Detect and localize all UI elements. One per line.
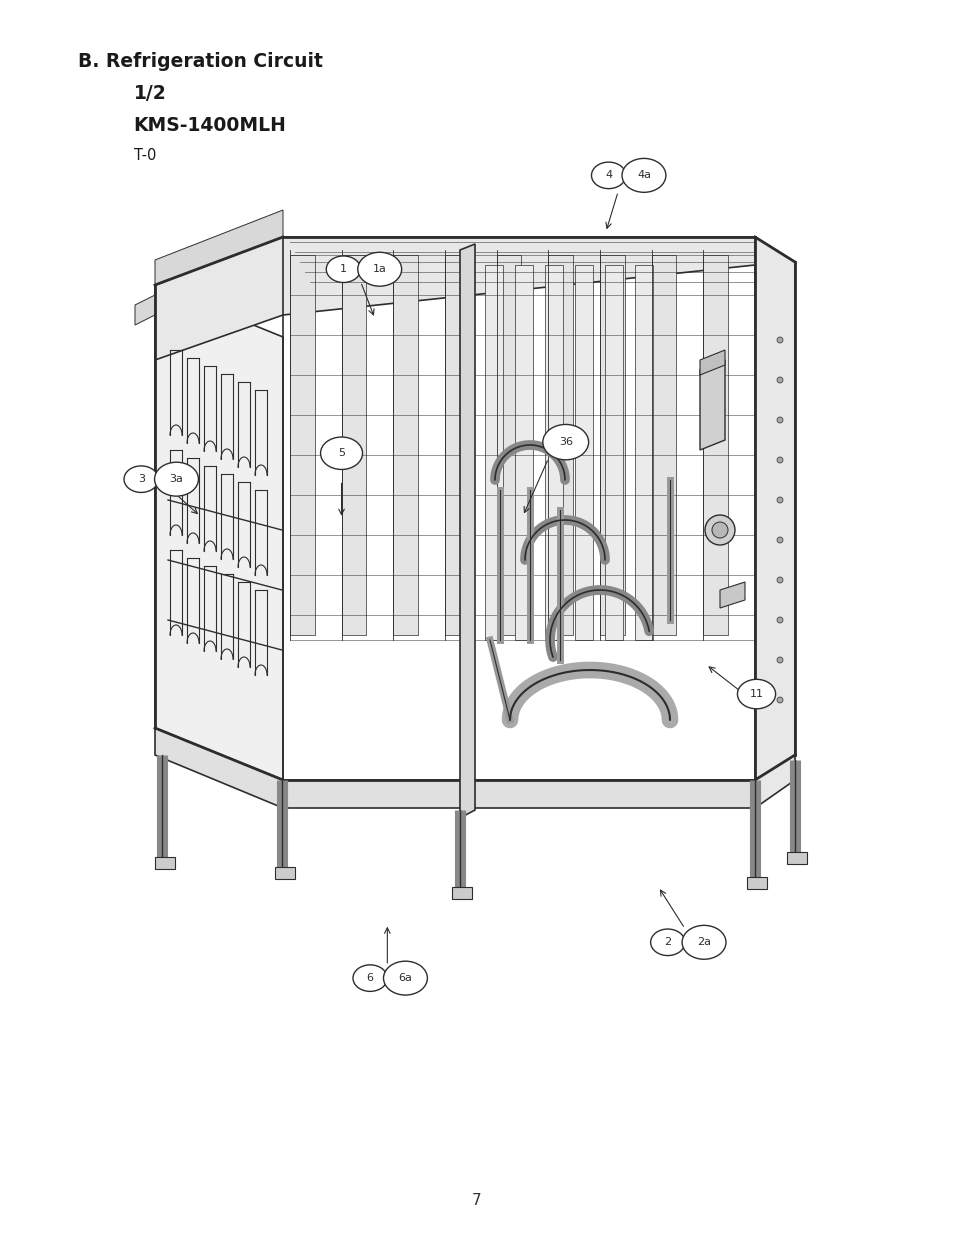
Polygon shape — [393, 254, 417, 635]
Ellipse shape — [326, 256, 360, 283]
Text: 4a: 4a — [637, 170, 650, 180]
Text: 4: 4 — [604, 170, 612, 180]
Text: 5: 5 — [337, 448, 345, 458]
Polygon shape — [290, 254, 314, 635]
Polygon shape — [154, 857, 174, 869]
Polygon shape — [702, 254, 727, 635]
Ellipse shape — [542, 425, 588, 459]
Circle shape — [776, 496, 782, 503]
Polygon shape — [444, 254, 469, 635]
Polygon shape — [341, 254, 366, 635]
Polygon shape — [459, 245, 475, 818]
Polygon shape — [720, 582, 744, 608]
Text: 2a: 2a — [697, 937, 710, 947]
Polygon shape — [599, 254, 624, 635]
Polygon shape — [635, 266, 652, 640]
Circle shape — [711, 522, 727, 538]
Text: 1a: 1a — [373, 264, 386, 274]
Ellipse shape — [357, 252, 401, 287]
Ellipse shape — [154, 462, 198, 496]
Polygon shape — [651, 254, 676, 635]
Text: B. Refrigeration Circuit: B. Refrigeration Circuit — [78, 52, 323, 70]
Polygon shape — [515, 266, 533, 640]
Polygon shape — [154, 237, 754, 359]
Ellipse shape — [591, 162, 625, 189]
Circle shape — [776, 618, 782, 622]
Ellipse shape — [650, 929, 684, 956]
Polygon shape — [786, 852, 806, 864]
Circle shape — [776, 537, 782, 543]
Ellipse shape — [383, 961, 427, 995]
Text: 36: 36 — [558, 437, 572, 447]
Text: 3: 3 — [137, 474, 145, 484]
Polygon shape — [154, 210, 283, 285]
Circle shape — [776, 577, 782, 583]
Text: 11: 11 — [749, 689, 762, 699]
Text: 1: 1 — [339, 264, 347, 274]
Polygon shape — [575, 266, 593, 640]
Circle shape — [776, 417, 782, 424]
Ellipse shape — [320, 437, 362, 469]
Text: 6: 6 — [366, 973, 374, 983]
Text: 3a: 3a — [170, 474, 183, 484]
Circle shape — [704, 515, 734, 545]
Polygon shape — [548, 254, 573, 635]
Circle shape — [776, 377, 782, 383]
Polygon shape — [497, 254, 521, 635]
Ellipse shape — [621, 158, 665, 193]
Text: KMS-1400MLH: KMS-1400MLH — [133, 116, 286, 135]
Circle shape — [776, 697, 782, 703]
Circle shape — [776, 337, 782, 343]
Polygon shape — [700, 359, 724, 450]
Text: T-0: T-0 — [133, 148, 155, 163]
Ellipse shape — [681, 925, 725, 960]
Ellipse shape — [737, 679, 775, 709]
Polygon shape — [154, 285, 283, 781]
Text: 2: 2 — [663, 937, 671, 947]
Polygon shape — [135, 295, 154, 325]
Polygon shape — [154, 727, 754, 808]
Polygon shape — [484, 266, 502, 640]
Circle shape — [776, 457, 782, 463]
Ellipse shape — [124, 466, 158, 493]
Polygon shape — [604, 266, 622, 640]
Text: 1/2: 1/2 — [133, 84, 166, 103]
Polygon shape — [746, 877, 766, 889]
Polygon shape — [274, 867, 294, 879]
Polygon shape — [544, 266, 562, 640]
Polygon shape — [754, 237, 794, 808]
Text: 6a: 6a — [398, 973, 412, 983]
Circle shape — [776, 657, 782, 663]
Polygon shape — [452, 887, 472, 899]
Text: 7: 7 — [472, 1193, 481, 1208]
Polygon shape — [700, 350, 724, 375]
Ellipse shape — [353, 965, 387, 992]
